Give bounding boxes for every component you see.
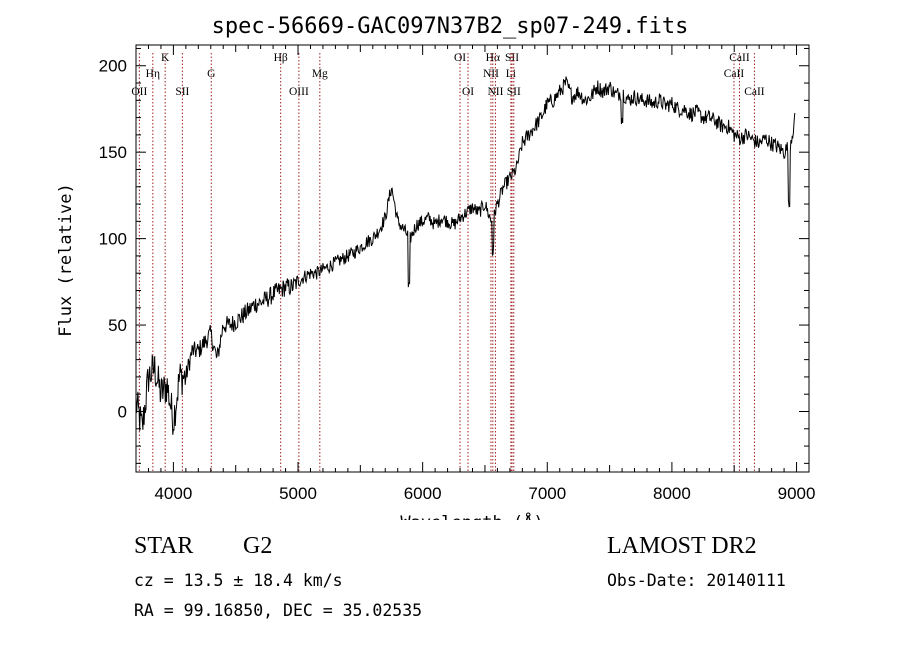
spectral-line-label: Hβ <box>274 52 288 64</box>
object-subclass: G2 <box>243 533 273 559</box>
x-tick-label: 4000 <box>154 484 192 503</box>
spectrum-chart: spec-56669-GAC097N37B2_sp07-249.fits OII H… <box>56 14 816 520</box>
spectral-line-label: CaII <box>729 52 750 64</box>
x-tick-label: 9000 <box>778 484 816 503</box>
spectral-line-label: NII <box>483 68 499 80</box>
spectral-line-label: OII <box>131 86 147 98</box>
spectral-line-label: SII <box>175 86 189 98</box>
y-tick-label: 0 <box>118 402 127 421</box>
spectral-line-label: SII <box>505 52 519 64</box>
y-axis-label: Flux (relative) <box>56 183 76 337</box>
spectral-line-label: OIII <box>289 86 309 98</box>
object-class: STAR <box>134 533 194 559</box>
observation-date: Obs-Date: 20140111 <box>607 571 786 590</box>
y-tick-label: 100 <box>99 230 127 249</box>
spectral-line-label: Li <box>506 68 516 80</box>
y-tick-label: 150 <box>99 143 127 162</box>
spectral-line-label: NII <box>487 86 503 98</box>
spectral-line-label: Hα <box>486 52 500 64</box>
x-tick-label: 6000 <box>404 484 442 503</box>
data-release: LAMOST DR2 <box>607 533 757 559</box>
chart-title: spec-56669-GAC097N37B2_sp07-249.fits <box>212 14 689 39</box>
x-tick-label: 8000 <box>653 484 691 503</box>
spectral-line-label: CaII <box>744 86 765 98</box>
spectral-line-label: Mg <box>312 68 328 80</box>
spectral-line-label: K <box>161 52 170 64</box>
x-axis-label: Wavelength (Å) <box>400 511 543 520</box>
coordinates: RA = 99.16850, DEC = 35.02535 <box>134 601 423 620</box>
spectral-line-label: G <box>207 68 215 80</box>
spectral-line-label: SII <box>507 86 521 98</box>
x-tick-label: 5000 <box>279 484 317 503</box>
spectral-line-label: OI <box>454 52 466 64</box>
y-tick-label: 200 <box>99 57 127 76</box>
y-tick-label: 50 <box>108 316 127 335</box>
x-tick-label: 7000 <box>528 484 566 503</box>
spectral-line-label: OI <box>462 86 474 98</box>
spectrum-series-line <box>135 76 796 435</box>
spectral-line-label: Hη <box>146 68 160 80</box>
plot-frame <box>135 44 810 473</box>
spectral-line-label: CaII <box>724 68 745 80</box>
redshift-cz: cz = 13.5 ± 18.4 km/s <box>134 571 343 590</box>
